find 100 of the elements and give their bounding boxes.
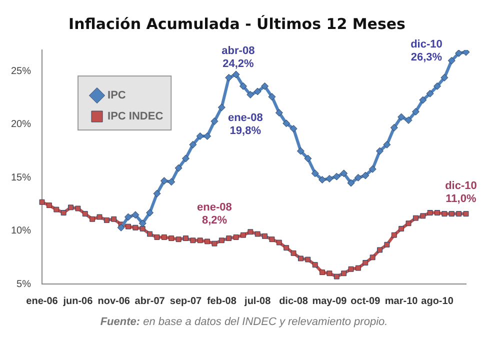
point	[355, 265, 361, 271]
point	[90, 216, 96, 222]
point	[124, 213, 132, 221]
point	[326, 174, 334, 182]
point	[197, 238, 203, 244]
point	[104, 217, 110, 223]
x-tick-label: oct-09	[350, 296, 381, 307]
point	[246, 90, 254, 98]
point	[419, 96, 427, 104]
x-tick-label: abr-07	[134, 296, 166, 307]
point	[448, 211, 454, 217]
point	[412, 108, 420, 116]
annotation: abr-08 24,2%	[222, 44, 255, 70]
point	[398, 113, 406, 121]
point	[404, 116, 412, 124]
point	[362, 172, 370, 180]
point	[268, 93, 276, 101]
x-tick-label: ene-06	[26, 296, 58, 307]
point	[60, 210, 66, 216]
point	[341, 270, 347, 276]
point	[46, 202, 52, 208]
point	[68, 204, 74, 210]
point	[132, 211, 140, 219]
point	[304, 154, 312, 162]
point	[406, 220, 412, 226]
annotation: dic-10 26,3%	[410, 38, 442, 64]
point	[462, 50, 470, 56]
point	[448, 56, 456, 64]
point	[254, 231, 260, 237]
x-tick-label: dic-08	[279, 296, 308, 307]
point	[296, 147, 304, 155]
point	[347, 179, 355, 187]
legend-label: IPC INDEC	[108, 110, 164, 123]
point	[362, 260, 368, 266]
point	[376, 147, 384, 155]
point	[420, 213, 426, 219]
point	[282, 120, 290, 128]
y-tick-label: 20%	[11, 119, 32, 130]
point	[39, 199, 45, 205]
point	[132, 224, 138, 230]
point	[354, 174, 362, 182]
point	[153, 190, 161, 198]
point	[269, 236, 275, 242]
y-tick-label: 5%	[16, 278, 32, 290]
point	[434, 82, 442, 90]
point	[383, 140, 391, 148]
point	[320, 270, 325, 276]
point	[463, 211, 469, 217]
point	[174, 164, 182, 172]
y-tick-label: 15%	[11, 172, 32, 184]
point	[254, 88, 262, 96]
point	[426, 90, 434, 98]
point	[168, 178, 176, 186]
point	[218, 104, 226, 112]
point	[326, 270, 332, 276]
legend-label: IPC	[108, 90, 126, 102]
point	[225, 74, 233, 82]
point	[276, 240, 282, 246]
point	[318, 176, 326, 184]
point	[233, 234, 239, 240]
point	[427, 210, 433, 216]
point	[248, 229, 254, 235]
point	[212, 240, 218, 246]
point	[275, 109, 283, 117]
point	[262, 233, 268, 239]
source-note: Fuente: en base a datos del INDEC y relevamiento propio.	[100, 316, 388, 328]
point	[334, 274, 340, 280]
x-tick-label: nov-06	[98, 296, 130, 307]
point	[239, 82, 247, 90]
point	[434, 210, 440, 216]
point	[196, 132, 204, 140]
annotation: dic-10 11,0%	[445, 180, 477, 206]
x-tick-label: feb-08	[206, 296, 237, 307]
point	[455, 50, 463, 57]
point	[312, 262, 318, 268]
point	[377, 247, 382, 253]
x-tick-label: may-09	[312, 296, 348, 307]
point	[340, 170, 348, 178]
point	[218, 238, 224, 244]
point	[311, 170, 319, 178]
point	[456, 211, 462, 217]
point	[226, 236, 232, 241]
point	[204, 132, 212, 140]
point	[305, 256, 311, 262]
point	[138, 220, 146, 228]
x-tick-label: ago-10	[421, 296, 454, 307]
point	[126, 224, 131, 230]
point	[111, 216, 117, 222]
point	[75, 206, 81, 212]
point	[290, 250, 296, 256]
point	[284, 245, 290, 251]
point	[261, 82, 269, 90]
point	[54, 206, 60, 212]
point	[190, 238, 196, 244]
point	[442, 211, 448, 217]
point	[290, 124, 298, 132]
point	[176, 236, 182, 242]
x-tick-label: sep-07	[170, 296, 202, 307]
y-tick-label: 10%	[11, 226, 32, 237]
point	[440, 74, 448, 82]
